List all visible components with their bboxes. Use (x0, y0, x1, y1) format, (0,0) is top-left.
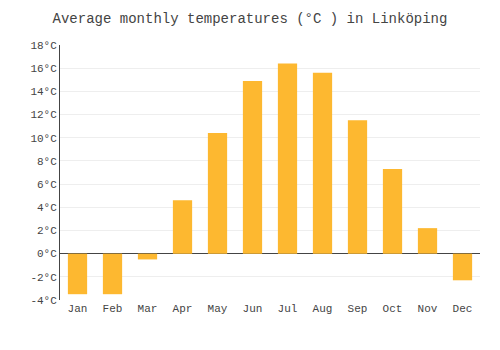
svg-text:Dec: Dec (453, 303, 473, 315)
svg-text:12°C: 12°C (30, 109, 57, 121)
svg-text:-2°C: -2°C (30, 272, 57, 284)
svg-text:Jan: Jan (68, 303, 88, 315)
svg-text:14°C: 14°C (30, 86, 57, 98)
svg-text:8°C: 8°C (37, 156, 57, 168)
svg-text:Aug: Aug (313, 303, 333, 315)
svg-text:6°C: 6°C (37, 179, 57, 191)
svg-text:Nov: Nov (418, 303, 438, 315)
svg-text:Sep: Sep (348, 303, 368, 315)
svg-text:Mar: Mar (138, 303, 158, 315)
svg-text:16°C: 16°C (30, 63, 57, 75)
svg-text:Feb: Feb (103, 303, 123, 315)
svg-text:Apr: Apr (173, 303, 193, 315)
svg-text:May: May (208, 303, 228, 315)
svg-text:18°C: 18°C (30, 40, 57, 52)
svg-text:0°C: 0°C (37, 248, 57, 260)
svg-text:Oct: Oct (383, 303, 403, 315)
svg-text:Average monthly temperatures (: Average monthly temperatures (°C ) in Li… (53, 11, 448, 27)
svg-text:Jun: Jun (243, 303, 263, 315)
svg-text:2°C: 2°C (37, 225, 57, 237)
svg-text:Jul: Jul (278, 303, 298, 315)
svg-text:-4°C: -4°C (30, 295, 57, 307)
svg-text:4°C: 4°C (37, 202, 57, 214)
svg-text:10°C: 10°C (30, 133, 57, 145)
